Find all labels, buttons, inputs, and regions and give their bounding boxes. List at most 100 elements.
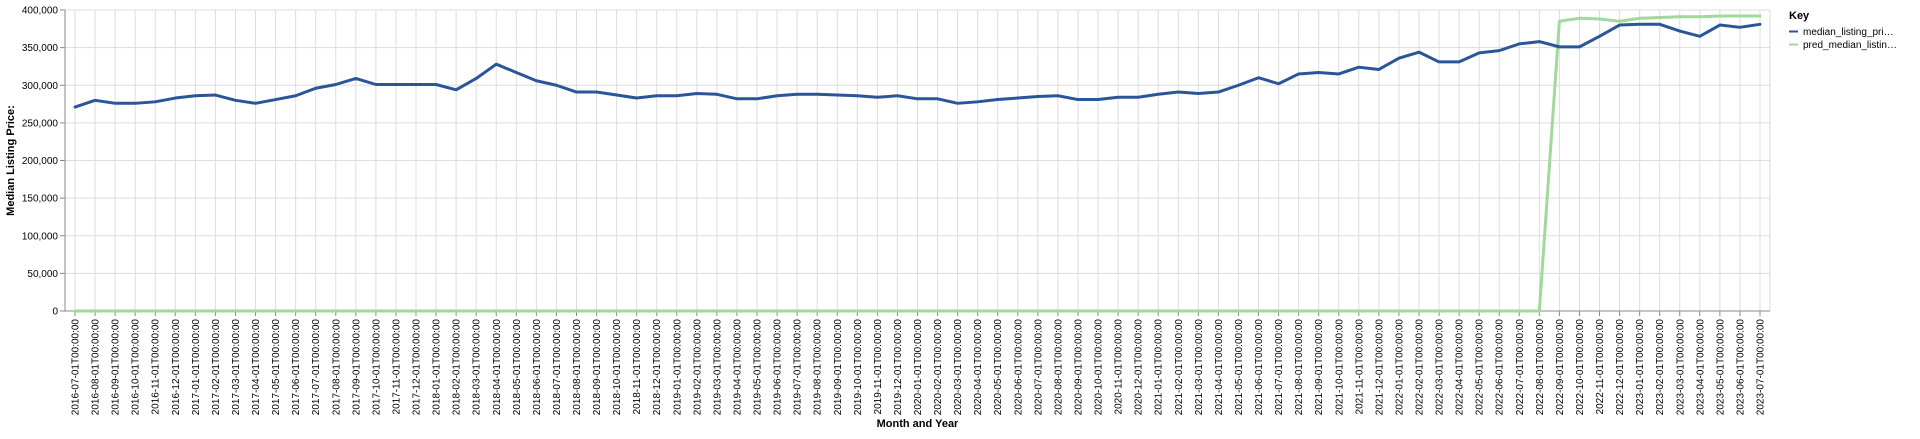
x-tick-label: 2019-07-01T00:00:00	[793, 319, 804, 416]
x-tick-label: 2017-06-01T00:00:00	[291, 319, 302, 416]
x-tick-label: 2019-03-01T00:00:00	[712, 319, 723, 416]
axes: 0 50,000 100,000 150,000 200,000 250,000 300,0…	[5, 6, 1770, 430]
series-lines	[73, 14, 1762, 313]
x-tick-label: 2018-04-01T00:00:00	[492, 319, 503, 416]
x-tick-label: 2021-06-01T00:00:00	[1254, 319, 1265, 416]
x-tick-label: 2022-11-01T00:00:00	[1595, 319, 1606, 415]
x-tick-label: 2019-01-01T00:00:00	[672, 319, 683, 416]
x-tick-label: 2020-04-01T00:00:00	[973, 319, 984, 416]
x-tick-label: 2019-10-01T00:00:00	[853, 319, 864, 416]
legend-label: pred_median_listin…	[1803, 40, 1897, 51]
x-tick-label: 2019-12-01T00:00:00	[893, 319, 904, 416]
x-tick-label: 2016-11-01T00:00:00	[151, 319, 162, 415]
x-tick-label: 2017-11-01T00:00:00	[391, 319, 402, 415]
x-tick-label: 2021-01-01T00:00:00	[1154, 319, 1165, 416]
x-tick-label: 2019-06-01T00:00:00	[773, 319, 784, 416]
x-tick-label: 2017-02-01T00:00:00	[211, 319, 222, 416]
x-tick-label: 2020-10-01T00:00:00	[1094, 319, 1105, 416]
x-tick-label: 2023-06-01T00:00:00	[1735, 319, 1746, 416]
x-tick-label: 2018-09-01T00:00:00	[592, 319, 603, 416]
x-tick-label: 2021-03-01T00:00:00	[1194, 319, 1205, 416]
y-tick-label: 0	[52, 307, 58, 318]
x-tick-label: 2021-10-01T00:00:00	[1334, 319, 1345, 416]
legend: Key median_listing_pri… pred_median_listin…	[1789, 10, 1897, 51]
x-tick-label: 2022-10-01T00:00:00	[1575, 319, 1586, 416]
x-tick-label: 2020-01-01T00:00:00	[913, 319, 924, 416]
x-tick-label: 2020-07-01T00:00:00	[1033, 319, 1044, 416]
x-tick-label: 2019-04-01T00:00:00	[732, 319, 743, 416]
x-tick-label: 2017-08-01T00:00:00	[331, 319, 342, 416]
series-line-median-listing-price	[73, 22, 1762, 109]
x-tick-label: 2018-08-01T00:00:00	[572, 319, 583, 416]
x-tick-label: 2020-08-01T00:00:00	[1053, 319, 1064, 416]
gridlines	[65, 9, 1771, 312]
x-tick-label: 2016-07-01T00:00:00	[71, 319, 82, 416]
x-tick-label: 2018-10-01T00:00:00	[612, 319, 623, 416]
x-tick-label: 2023-07-01T00:00:00	[1756, 319, 1767, 416]
x-tick-label: 2016-08-01T00:00:00	[91, 319, 102, 416]
x-tick-label: 2021-11-01T00:00:00	[1354, 319, 1365, 415]
x-tick-label: 2016-12-01T00:00:00	[171, 319, 182, 416]
x-tick-label: 2021-08-01T00:00:00	[1294, 319, 1305, 416]
x-tick-label: 2018-07-01T00:00:00	[552, 319, 563, 416]
y-tick-label: 50,000	[27, 269, 58, 280]
x-tick-label: 2023-01-01T00:00:00	[1635, 319, 1646, 416]
x-tick-label: 2022-07-01T00:00:00	[1515, 319, 1526, 416]
series-line-pred-median-listing-price	[73, 14, 1762, 313]
x-tick-label: 2018-01-01T00:00:00	[432, 319, 443, 416]
x-tick-label: 2021-12-01T00:00:00	[1374, 319, 1385, 416]
x-tick-label: 2022-04-01T00:00:00	[1455, 319, 1466, 416]
x-tick-label: 2019-02-01T00:00:00	[692, 319, 703, 416]
x-tick-label: 2018-12-01T00:00:00	[652, 319, 663, 416]
y-tick-label: 250,000	[22, 118, 59, 129]
x-tick-label: 2017-10-01T00:00:00	[371, 319, 382, 416]
x-tick-label: 2023-03-01T00:00:00	[1675, 319, 1686, 416]
x-tick-label: 2017-04-01T00:00:00	[251, 319, 262, 416]
y-tick-label: 300,000	[22, 81, 59, 92]
x-tick-label: 2020-12-01T00:00:00	[1134, 319, 1145, 416]
x-tick-label: 2019-05-01T00:00:00	[753, 319, 764, 416]
x-tick-label: 2018-06-01T00:00:00	[532, 319, 543, 416]
x-tick-label: 2023-05-01T00:00:00	[1715, 319, 1726, 416]
legend-title: Key	[1789, 10, 1810, 22]
x-tick-label: 2021-02-01T00:00:00	[1174, 319, 1185, 416]
x-tick-label: 2022-03-01T00:00:00	[1435, 319, 1446, 416]
x-tick-label: 2021-04-01T00:00:00	[1214, 319, 1225, 416]
x-tick-label: 2020-03-01T00:00:00	[953, 319, 964, 416]
x-tick-label: 2021-07-01T00:00:00	[1274, 319, 1285, 416]
x-tick-label: 2016-09-01T00:00:00	[111, 319, 122, 416]
x-tick-label: 2017-01-01T00:00:00	[191, 319, 202, 416]
y-tick-label: 350,000	[22, 43, 59, 54]
x-tick-label: 2023-02-01T00:00:00	[1655, 319, 1666, 416]
x-tick-label: 2020-11-01T00:00:00	[1114, 319, 1125, 415]
x-tick-label: 2020-06-01T00:00:00	[1013, 319, 1024, 416]
x-tick-label: 2022-06-01T00:00:00	[1495, 319, 1506, 416]
x-tick-label: 2019-09-01T00:00:00	[833, 319, 844, 416]
x-tick-label: 2020-09-01T00:00:00	[1073, 319, 1084, 416]
y-tick-label: 100,000	[22, 231, 59, 242]
x-tick-label: 2017-09-01T00:00:00	[351, 319, 362, 416]
x-tick-label: 2022-02-01T00:00:00	[1414, 319, 1425, 416]
x-tick-label: 2017-05-01T00:00:00	[271, 319, 282, 416]
x-tick-label: 2017-07-01T00:00:00	[311, 319, 322, 416]
x-tick-label: 2018-02-01T00:00:00	[452, 319, 463, 416]
x-tick-label: 2016-10-01T00:00:00	[131, 319, 142, 416]
x-tick-label: 2021-05-01T00:00:00	[1234, 319, 1245, 416]
x-tick-label: 2020-05-01T00:00:00	[993, 319, 1004, 416]
x-tick-label: 2023-04-01T00:00:00	[1695, 319, 1706, 416]
y-tick-label: 200,000	[22, 156, 59, 167]
x-tick-label: 2017-03-01T00:00:00	[231, 319, 242, 416]
x-tick-label: 2018-05-01T00:00:00	[512, 319, 523, 416]
x-tick-label: 2021-09-01T00:00:00	[1314, 319, 1325, 416]
x-tick-label: 2022-08-01T00:00:00	[1535, 319, 1546, 416]
x-tick-label: 2022-09-01T00:00:00	[1555, 319, 1566, 416]
x-tick-label: 2019-08-01T00:00:00	[813, 319, 824, 416]
y-tick-label: 400,000	[22, 6, 59, 17]
x-tick-label: 2017-12-01T00:00:00	[412, 319, 423, 416]
x-tick-label: 2018-11-01T00:00:00	[632, 319, 643, 415]
y-tick-label: 150,000	[22, 194, 59, 205]
y-axis-title: Median Listing Price:	[5, 105, 17, 216]
x-tick-label: 2018-03-01T00:00:00	[472, 319, 483, 416]
